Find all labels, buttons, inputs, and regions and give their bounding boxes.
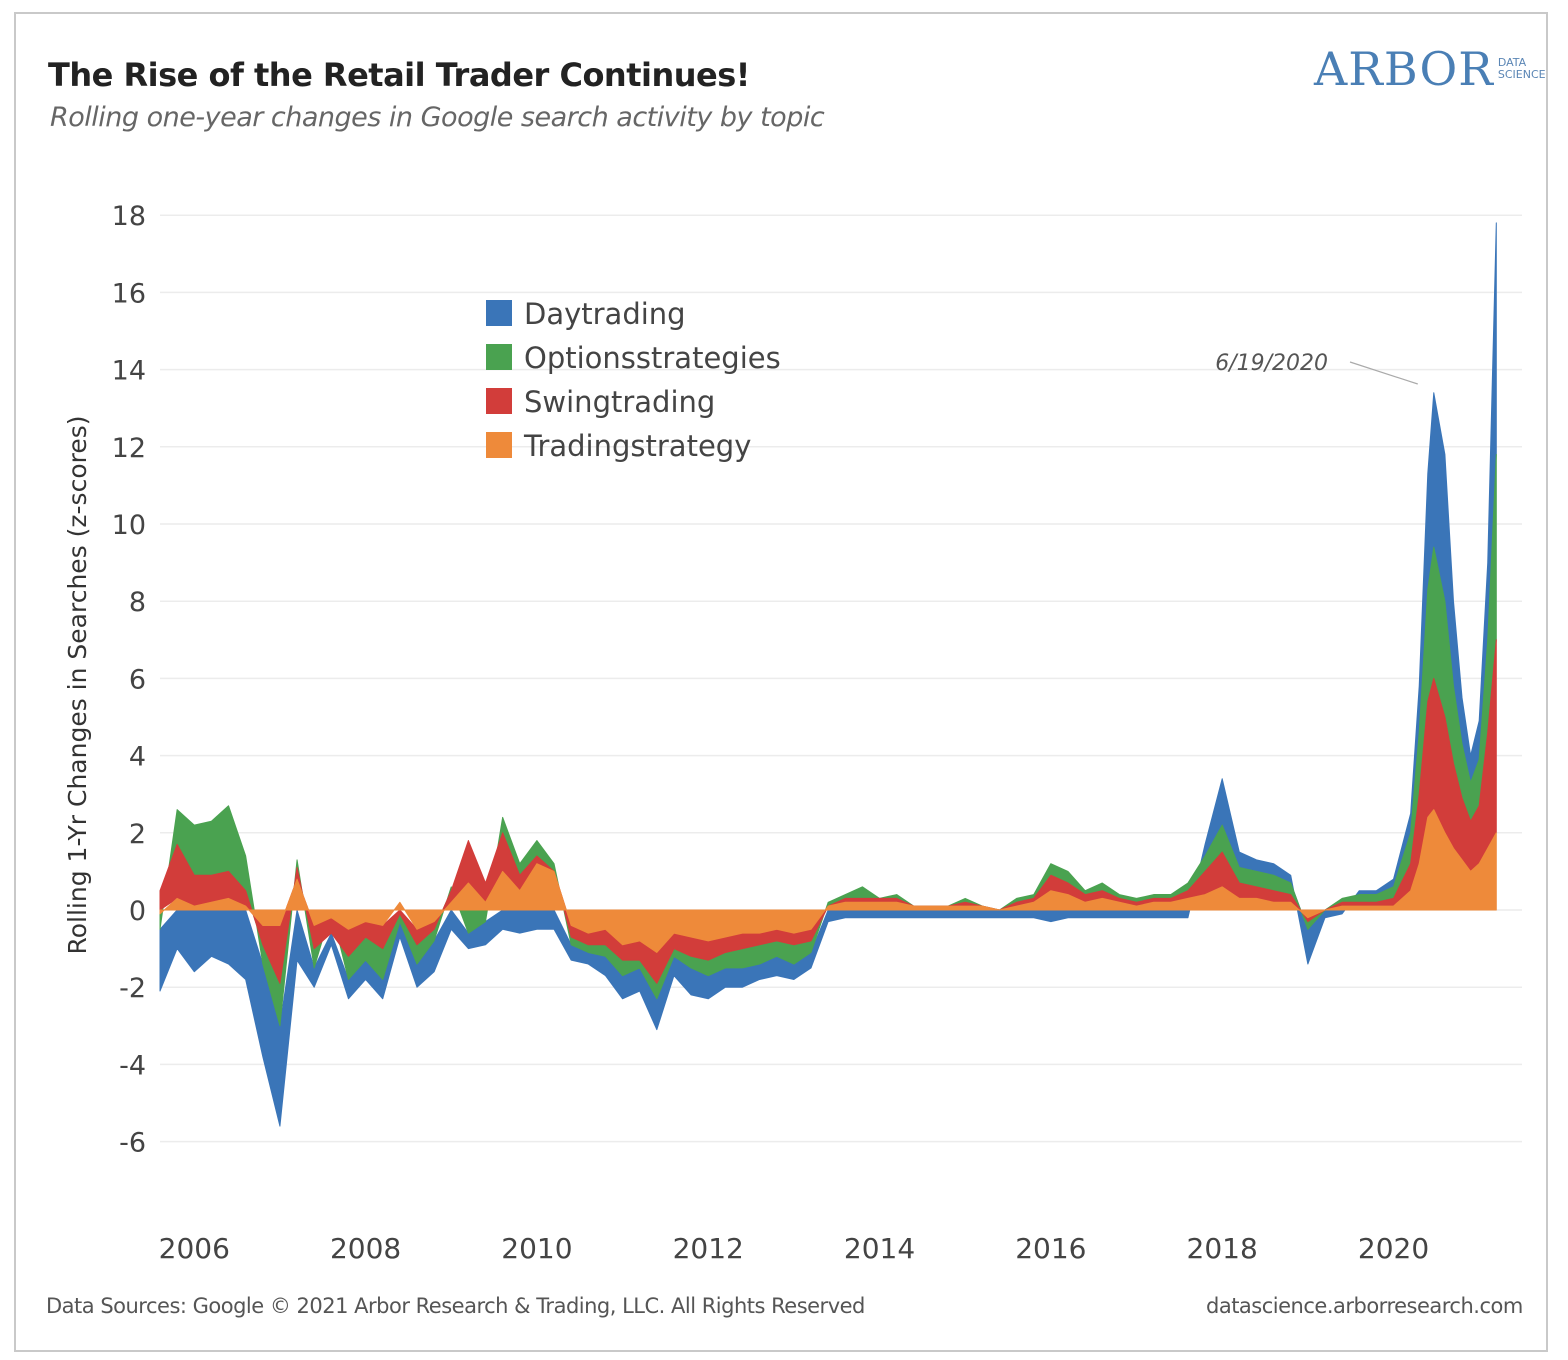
x-axis: 2006 2008 2010 2012 2014 2016 2018 2020 [159,1232,1430,1265]
legend-label: Daytrading [524,297,686,331]
area-swingtrading [159,639,1497,984]
legend-swatch [486,344,512,370]
y-tick-label: 12 [112,433,146,464]
legend-swatch [486,388,512,414]
y-tick-label: 16 [112,278,146,309]
legend-label: Swingtrading [524,385,715,419]
arbor-logo: ARBOR DATA SCIENCE [1314,42,1546,96]
y-tick-label: 4 [129,742,146,773]
x-tick-label: 2014 [844,1232,915,1265]
y-tick-label: 6 [129,664,146,695]
legend-label: Optionsstrategies [524,341,781,375]
x-tick-label: 2016 [1015,1232,1086,1265]
y-tick-label: 8 [129,587,146,618]
logo-sub-line2: SCIENCE [1497,68,1546,81]
annotation-label: 6/19/2020 [1215,351,1328,376]
y-tick-label: -2 [119,973,146,1004]
legend: Daytrading Optionsstrategies Swingtrading T… [486,297,781,463]
stacked-areas [159,222,1497,1127]
logo-sub-text: DATA SCIENCE [1498,57,1546,81]
data-sources-footer: Data Sources: Google © 2021 Arbor Resear… [46,1294,865,1318]
annotation: 6/19/2020 [1215,351,1418,385]
logo-main-text: ARBOR [1314,42,1494,96]
x-tick-label: 2018 [1187,1232,1258,1265]
x-tick-label: 2010 [501,1232,572,1265]
y-tick-label: 2 [129,819,146,850]
x-tick-label: 2006 [159,1232,230,1265]
website-footer: datascience.arborresearch.com [1206,1294,1523,1318]
y-axis: 18 16 14 12 10 8 6 4 2 0 -2 -4 -6 [112,201,146,1158]
x-tick-label: 2020 [1358,1232,1429,1265]
legend-swatch [486,432,512,458]
y-tick-label: -4 [119,1050,146,1081]
logo-sub-line1: DATA [1497,56,1527,69]
area-tradingstrategy [159,809,1497,953]
y-tick-label: 14 [112,356,146,387]
y-tick-label: -6 [119,1128,146,1159]
chart-title: The Rise of the Retail Trader Continues! [48,56,750,94]
chart-frame [14,12,1548,1352]
x-tick-label: 2008 [330,1232,401,1265]
x-tick-label: 2012 [673,1232,744,1265]
annotation-leader [1349,361,1418,385]
legend-label: Tradingstrategy [523,429,751,463]
y-tick-label: 18 [112,201,146,232]
y-tick-label: 0 [129,896,146,927]
chart-subtitle: Rolling one-year changes in Google searc… [50,102,825,133]
y-axis-label: Rolling 1-Yr Changes in Searches (z-scor… [63,415,92,954]
y-tick-label: 10 [112,510,146,541]
legend-swatch [486,300,512,326]
